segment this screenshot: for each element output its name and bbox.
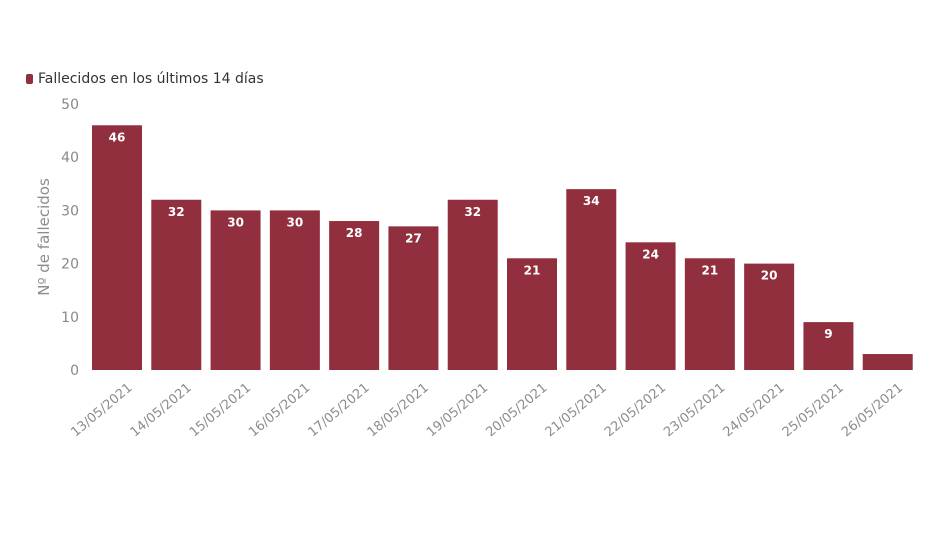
- y-ticks: 0 10 20 30 40 50: [61, 97, 79, 379]
- bar[interactable]: [684, 258, 735, 370]
- data-label: 30: [227, 215, 244, 229]
- y-axis-title: Nº de fallecidos: [35, 178, 53, 296]
- data-label: 9: [824, 327, 832, 341]
- data-label: 30: [287, 215, 304, 229]
- x-tick-label: 13/05/2021: [68, 381, 135, 441]
- x-tick-label: 26/05/2021: [839, 381, 906, 441]
- bar[interactable]: [329, 221, 380, 370]
- bar[interactable]: [507, 258, 557, 370]
- data-label: 24: [642, 247, 659, 261]
- x-tick-label: 23/05/2021: [661, 381, 728, 441]
- data-label: 21: [702, 263, 719, 277]
- x-tick-label: 22/05/2021: [602, 381, 669, 441]
- data-label: 32: [464, 205, 481, 219]
- x-tick-label: 25/05/2021: [780, 381, 847, 441]
- bar[interactable]: [566, 189, 617, 370]
- x-tick-label: 16/05/2021: [246, 381, 313, 441]
- data-label: 21: [524, 263, 541, 277]
- bar[interactable]: [862, 354, 913, 370]
- x-tick-label: 20/05/2021: [483, 381, 550, 441]
- bar[interactable]: [803, 322, 854, 370]
- legend: Fallecidos en los últimos 14 días: [26, 71, 264, 87]
- legend-label: Fallecidos en los últimos 14 días: [38, 71, 264, 87]
- data-labels: 46 32 30 30 28 27 32 21 34 24 21 20 9: [109, 130, 833, 341]
- data-label: 46: [109, 130, 126, 144]
- bar[interactable]: [388, 226, 439, 370]
- data-label: 32: [168, 205, 185, 219]
- x-tick-label: 14/05/2021: [128, 381, 195, 441]
- bar[interactable]: [447, 199, 498, 370]
- x-tick-label: 24/05/2021: [721, 381, 788, 441]
- bar[interactable]: [210, 210, 261, 370]
- x-ticks: 13/05/202114/05/202115/05/202116/05/2021…: [68, 381, 906, 441]
- x-tick-label: 15/05/2021: [187, 381, 254, 441]
- bar[interactable]: [151, 199, 202, 370]
- bars: [92, 125, 913, 370]
- data-label: 20: [761, 269, 778, 283]
- x-tick-label: 18/05/2021: [365, 381, 432, 441]
- x-tick-label: 21/05/2021: [543, 381, 610, 441]
- x-tick-label: 17/05/2021: [306, 381, 373, 441]
- legend-swatch: [26, 74, 33, 84]
- data-label: 28: [346, 226, 363, 240]
- y-tick-label: 10: [61, 310, 79, 326]
- bar[interactable]: [744, 263, 795, 370]
- y-tick-label: 30: [61, 203, 79, 219]
- y-tick-label: 40: [61, 150, 79, 166]
- x-tick-label: 19/05/2021: [424, 381, 491, 441]
- y-tick-label: 50: [61, 97, 79, 113]
- bar[interactable]: [92, 125, 142, 370]
- y-tick-label: 20: [61, 257, 79, 273]
- y-tick-label: 0: [70, 363, 79, 379]
- data-label: 34: [583, 194, 600, 208]
- data-label: 27: [405, 231, 422, 245]
- bar[interactable]: [625, 242, 676, 370]
- bar[interactable]: [269, 210, 320, 370]
